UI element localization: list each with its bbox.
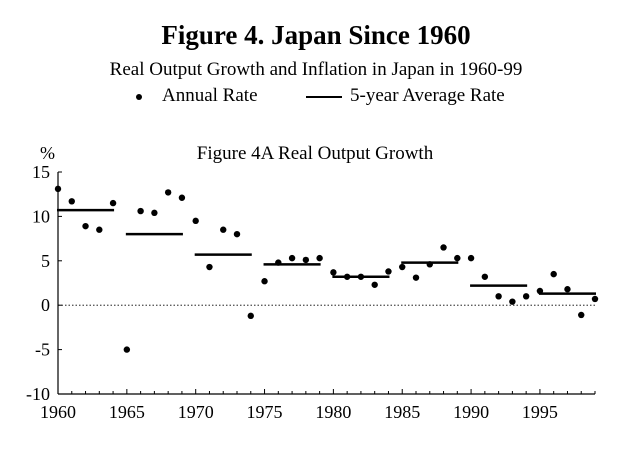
annual-point — [564, 286, 571, 293]
annual-point — [509, 298, 516, 305]
annual-point — [399, 263, 406, 271]
annual-point — [467, 254, 475, 262]
y-tick-label: 15 — [32, 162, 50, 182]
chart-title: Figure 4A Real Output Growth — [197, 143, 434, 164]
y-tick-label: -10 — [26, 384, 50, 404]
annual-point — [522, 293, 530, 300]
x-tick-label: 1980 — [315, 402, 351, 422]
annual-point — [164, 189, 172, 196]
figure-title: Figure 4. Japan Since 1960 — [161, 20, 471, 50]
annual-point — [220, 226, 227, 233]
x-tick-label: 1975 — [247, 402, 283, 422]
annual-point — [440, 244, 447, 251]
annual-point — [302, 256, 310, 264]
y-tick-label: 0 — [41, 295, 50, 315]
annual-point — [261, 278, 268, 285]
legend-annual-marker — [136, 94, 142, 100]
legend: Annual Rate 5-year Average Rate — [0, 85, 632, 109]
annual-point — [454, 254, 461, 262]
annual-point — [275, 259, 282, 266]
annual-point — [412, 274, 420, 281]
axes — [57, 171, 596, 395]
annual-point — [316, 254, 323, 262]
annual-point — [233, 230, 241, 238]
legend-annual-label: Annual Rate — [162, 85, 258, 106]
annual-point — [247, 312, 254, 320]
annual-point — [288, 254, 296, 262]
y-tick-label: 5 — [41, 251, 50, 271]
data-marks — [54, 185, 599, 353]
y-tick-label: 10 — [32, 206, 50, 226]
annual-point — [371, 281, 378, 288]
annual-point — [578, 311, 585, 319]
y-axis-unit: % — [40, 143, 55, 163]
annual-point — [151, 209, 158, 217]
annual-point — [54, 185, 62, 193]
annual-point — [357, 273, 365, 280]
annual-point — [550, 270, 557, 278]
annual-point — [426, 261, 433, 268]
annual-point — [82, 222, 89, 230]
x-tick-label: 1995 — [522, 402, 558, 422]
annual-point — [385, 268, 392, 275]
annual-point — [495, 293, 502, 300]
figure-subtitle: Real Output Growth and Inflation in Japa… — [109, 59, 523, 80]
annual-point — [137, 207, 144, 215]
annual-point — [178, 194, 186, 201]
x-tick-label: 1970 — [178, 402, 214, 422]
y-tick-label: -5 — [35, 340, 50, 360]
annual-point — [68, 198, 75, 205]
annual-point — [96, 226, 103, 233]
annual-point — [536, 287, 544, 295]
annual-point — [591, 295, 599, 303]
x-tick-label: 1965 — [109, 402, 145, 422]
annual-point — [343, 273, 351, 280]
annual-point — [330, 269, 337, 276]
legend-average-marker — [306, 96, 342, 98]
annual-point — [123, 346, 131, 353]
legend-average-label: 5-year Average Rate — [350, 85, 505, 106]
annual-point — [109, 199, 117, 207]
x-tick-label: 1960 — [40, 402, 76, 422]
annual-point — [192, 217, 199, 225]
annual-point — [206, 263, 213, 271]
x-tick-label: 1990 — [453, 402, 489, 422]
annual-point — [481, 273, 489, 280]
x-tick-label: 1985 — [384, 402, 420, 422]
